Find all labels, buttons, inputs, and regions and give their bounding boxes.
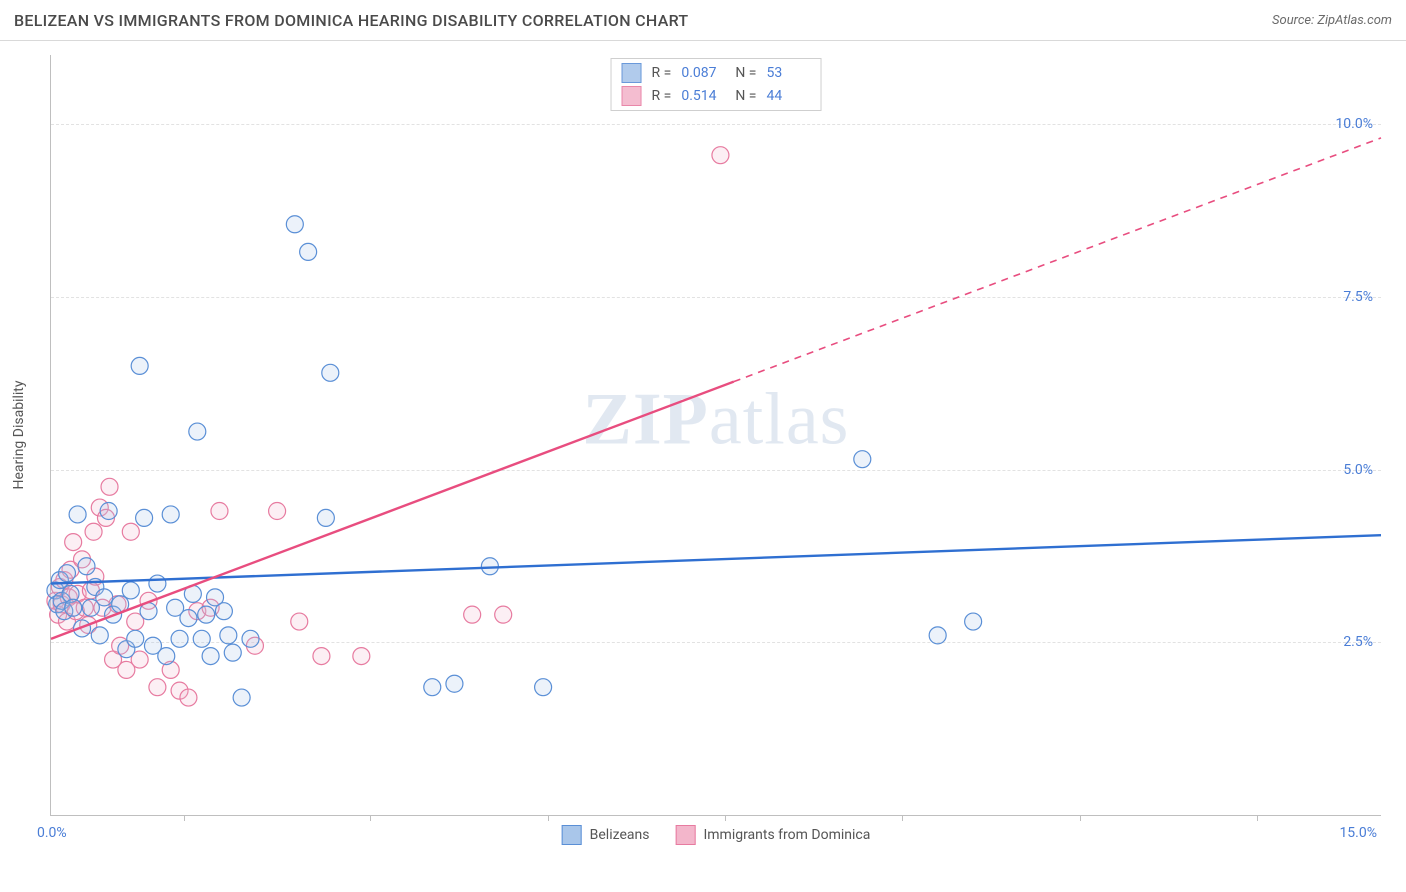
x-tick [725,815,726,821]
scatter-point [91,627,108,644]
scatter-point [202,648,219,665]
scatter-point [189,423,206,440]
scatter-point [224,644,241,661]
scatter-point [300,243,317,260]
trend-line [51,382,734,639]
chart-title: BELIZEAN VS IMMIGRANTS FROM DOMINICA HEA… [14,11,688,30]
scatter-point [495,606,512,623]
scatter-point [215,603,232,620]
scatter-point [965,613,982,630]
trend-line [51,535,1381,583]
scatter-point [180,689,197,706]
scatter-point [712,147,729,164]
scatter-point [122,523,139,540]
scatter-point [353,648,370,665]
scatter-point [122,582,139,599]
x-tick [1257,815,1258,821]
scatter-point [171,630,188,647]
scatter-point [424,679,441,696]
scatter-point [269,503,286,520]
title-bar: BELIZEAN VS IMMIGRANTS FROM DOMINICA HEA… [0,0,1406,41]
legend-stat-row: R =0.087N =53 [622,63,811,83]
scatter-point [180,610,197,627]
x-tick [902,815,903,821]
x-axis-max-label: 15.0% [1339,825,1377,841]
scatter-point [136,509,153,526]
scatter-point [58,565,75,582]
scatter-point [233,689,250,706]
scatter-point [313,648,330,665]
source-credit: Source: ZipAtlas.com [1272,13,1392,28]
scatter-point [65,599,82,616]
scatter-point [193,630,210,647]
legend-item-belizeans: Belizeans [562,825,650,845]
legend-label-belizeans: Belizeans [590,827,650,843]
correlation-legend: R =0.087N =53 R =0.514N =44 [611,58,822,111]
scatter-point [100,503,117,520]
scatter-point [69,506,86,523]
x-tick [548,815,549,821]
scatter-point [535,679,552,696]
legend-stat-row: R =0.514N =44 [622,86,811,106]
scatter-point [242,630,259,647]
plot-area: ZIPatlas Hearing Disability 2.5%5.0%7.5%… [50,55,1381,816]
scatter-point [929,627,946,644]
scatter-point [854,451,871,468]
x-axis-origin-label: 0.0% [37,825,67,841]
scatter-point [85,523,102,540]
scatter-point [78,558,95,575]
swatch-dominica [675,825,695,845]
legend-item-dominica: Immigrants from Dominica [675,825,870,845]
x-tick [184,815,185,821]
scatter-point [127,630,144,647]
scatter-point [65,534,82,551]
scatter-point [101,478,118,495]
scatter-plot-svg [51,55,1381,815]
scatter-point [220,627,237,644]
x-tick [1080,815,1081,821]
scatter-point [149,575,166,592]
swatch-belizeans [562,825,582,845]
legend-label-dominica: Immigrants from Dominica [703,827,870,843]
scatter-point [464,606,481,623]
scatter-point [446,675,463,692]
scatter-point [286,216,303,233]
series-legend: Belizeans Immigrants from Dominica [562,825,871,845]
scatter-point [162,506,179,523]
scatter-point [317,509,334,526]
scatter-point [211,503,228,520]
scatter-point [291,613,308,630]
scatter-point [96,589,113,606]
x-tick [370,815,371,821]
scatter-point [198,606,215,623]
trend-line [734,138,1381,382]
scatter-point [131,357,148,374]
scatter-point [158,648,175,665]
scatter-point [149,679,166,696]
scatter-point [322,364,339,381]
y-axis-title: Hearing Disability [11,381,27,490]
